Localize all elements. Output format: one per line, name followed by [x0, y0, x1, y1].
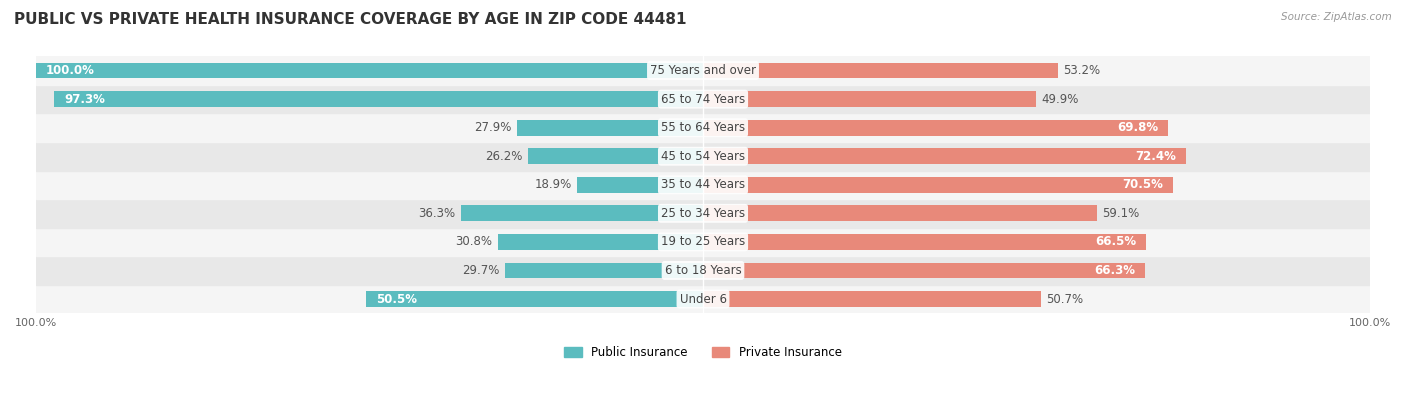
- Bar: [703, 63, 1057, 78]
- Bar: [703, 177, 1173, 192]
- Text: 66.3%: 66.3%: [1094, 264, 1135, 277]
- Text: 18.9%: 18.9%: [534, 178, 572, 191]
- Text: 25 to 34 Years: 25 to 34 Years: [661, 207, 745, 220]
- Bar: [37, 63, 703, 78]
- Text: 19 to 25 Years: 19 to 25 Years: [661, 235, 745, 248]
- Bar: [505, 263, 703, 278]
- Text: 50.7%: 50.7%: [1046, 292, 1084, 306]
- Text: Under 6: Under 6: [679, 292, 727, 306]
- Text: 45 to 54 Years: 45 to 54 Years: [661, 150, 745, 163]
- Text: 53.2%: 53.2%: [1063, 64, 1101, 77]
- Bar: [703, 291, 1040, 307]
- Text: 26.2%: 26.2%: [485, 150, 523, 163]
- Text: 66.5%: 66.5%: [1095, 235, 1136, 248]
- Bar: [37, 171, 1369, 199]
- Text: Source: ZipAtlas.com: Source: ZipAtlas.com: [1281, 12, 1392, 22]
- Bar: [703, 263, 1144, 278]
- Bar: [37, 56, 1369, 85]
- Bar: [461, 206, 703, 221]
- Legend: Public Insurance, Private Insurance: Public Insurance, Private Insurance: [560, 342, 846, 364]
- Bar: [37, 199, 1369, 228]
- Bar: [37, 256, 1369, 285]
- Text: 27.9%: 27.9%: [474, 121, 512, 134]
- Text: 69.8%: 69.8%: [1118, 121, 1159, 134]
- Bar: [37, 114, 1369, 142]
- Text: 30.8%: 30.8%: [456, 235, 492, 248]
- Bar: [53, 91, 703, 107]
- Text: 70.5%: 70.5%: [1122, 178, 1163, 191]
- Text: 75 Years and over: 75 Years and over: [650, 64, 756, 77]
- Text: 49.9%: 49.9%: [1040, 93, 1078, 106]
- Text: 29.7%: 29.7%: [463, 264, 499, 277]
- Bar: [576, 177, 703, 192]
- Bar: [517, 120, 703, 135]
- Bar: [703, 148, 1185, 164]
- Text: PUBLIC VS PRIVATE HEALTH INSURANCE COVERAGE BY AGE IN ZIP CODE 44481: PUBLIC VS PRIVATE HEALTH INSURANCE COVER…: [14, 12, 686, 27]
- Bar: [37, 285, 1369, 313]
- Text: 35 to 44 Years: 35 to 44 Years: [661, 178, 745, 191]
- Bar: [703, 91, 1036, 107]
- Text: 100.0%: 100.0%: [46, 64, 96, 77]
- Text: 65 to 74 Years: 65 to 74 Years: [661, 93, 745, 106]
- Text: 55 to 64 Years: 55 to 64 Years: [661, 121, 745, 134]
- Bar: [498, 234, 703, 250]
- Bar: [37, 142, 1369, 171]
- Text: 97.3%: 97.3%: [65, 93, 105, 106]
- Text: 50.5%: 50.5%: [377, 292, 418, 306]
- Bar: [37, 228, 1369, 256]
- Bar: [529, 148, 703, 164]
- Bar: [366, 291, 703, 307]
- Bar: [703, 206, 1097, 221]
- Text: 59.1%: 59.1%: [1102, 207, 1140, 220]
- Text: 6 to 18 Years: 6 to 18 Years: [665, 264, 741, 277]
- Bar: [703, 234, 1146, 250]
- Text: 36.3%: 36.3%: [419, 207, 456, 220]
- Bar: [703, 120, 1168, 135]
- Bar: [37, 85, 1369, 114]
- Text: 72.4%: 72.4%: [1135, 150, 1175, 163]
